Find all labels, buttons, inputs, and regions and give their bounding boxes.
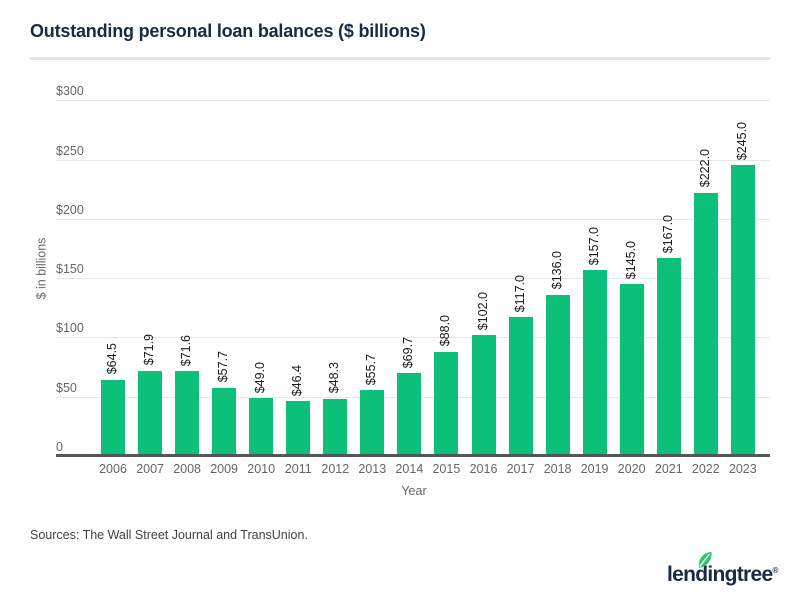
bar: [730, 165, 755, 456]
y-tick-label: 0: [56, 440, 63, 454]
bar-value-label: $245.0: [734, 122, 749, 161]
bar: [656, 257, 681, 456]
bar: [545, 294, 570, 456]
bar: [693, 192, 718, 456]
bar: [397, 373, 422, 456]
x-tick-label: 2020: [617, 462, 646, 476]
x-tick-label: 2006: [99, 462, 127, 476]
bar-value-label: $88.0: [438, 315, 453, 347]
bar-value-label: $46.4: [290, 364, 305, 396]
bar-value-label: $145.0: [623, 240, 638, 279]
bar-value-label: $69.7: [401, 337, 416, 369]
y-tick-label: $100: [56, 321, 84, 336]
y-tick-label: $150: [56, 262, 84, 277]
bar: [101, 379, 125, 456]
bar: [508, 317, 533, 456]
y-tick-label: $200: [56, 202, 84, 217]
x-tick-label: 2014: [395, 462, 424, 476]
x-tick-label: 2010: [247, 462, 276, 476]
x-tick-label: 2021: [654, 462, 683, 476]
bar-value-label: $222.0: [697, 149, 712, 188]
x-tick-label: 2007: [136, 462, 164, 476]
grid-line: [56, 337, 770, 339]
registered-mark: ®: [772, 566, 779, 575]
bar-value-label: $157.0: [586, 226, 601, 265]
bar: [175, 371, 200, 456]
x-tick-label: 2008: [173, 462, 201, 476]
logo-wordmark: lendingtree: [667, 563, 773, 586]
x-tick-label: 2023: [728, 462, 757, 476]
bar-value-label: $55.7: [364, 353, 379, 385]
bar: [582, 269, 607, 456]
bar: [249, 397, 274, 456]
x-tick-label: 2012: [321, 462, 350, 476]
bar-value-label: $136.0: [549, 251, 564, 290]
x-tick-label: 2016: [469, 462, 498, 476]
x-tick-label: 2022: [691, 462, 720, 476]
bar-value-label: $117.0: [512, 274, 527, 313]
sources-note: Sources: The Wall Street Journal and Tra…: [30, 528, 308, 542]
bar: [212, 387, 237, 456]
y-axis-title: $ in billions: [34, 237, 49, 300]
title-separator: [30, 57, 770, 60]
y-tick-label: $50: [56, 380, 77, 395]
bar-value-label: $57.7: [216, 351, 231, 383]
bar: [434, 351, 459, 456]
bar: [323, 398, 348, 456]
bar: [360, 389, 385, 456]
grid-line: [56, 100, 770, 102]
leaf-icon: [698, 551, 712, 568]
bar: [286, 401, 311, 456]
chart-title: Outstanding personal loan balances ($ bi…: [30, 21, 426, 41]
bar: [471, 335, 496, 456]
bar-value-label: $71.9: [142, 334, 157, 366]
x-tick-label: 2013: [358, 462, 387, 476]
bar-value-label: $48.3: [327, 362, 342, 394]
y-tick-label: $300: [56, 84, 84, 99]
bar-value-label: $167.0: [660, 214, 675, 253]
bar: [138, 370, 163, 456]
bar: [619, 284, 644, 456]
bar-value-label: $71.6: [179, 334, 194, 367]
x-tick-label: 2015: [432, 462, 461, 476]
lendingtree-logo: lendingtree®: [667, 551, 778, 591]
y-tick-label: $250: [56, 143, 84, 158]
logo-text: lendingtree®: [667, 563, 778, 587]
x-tick-label: 2009: [210, 462, 238, 476]
x-tick-label: 2011: [284, 462, 312, 476]
grid-line: [56, 278, 770, 280]
bar-value-label: $49.0: [253, 361, 268, 393]
x-tick-label: 2017: [506, 462, 535, 476]
x-axis-title: Year: [401, 484, 427, 498]
x-axis-line: [56, 454, 770, 457]
grid-line: [56, 218, 770, 220]
bar-value-label: $102.0: [475, 291, 490, 330]
bar-value-label: $64.5: [105, 343, 119, 375]
grid-line: [56, 159, 770, 161]
x-tick-label: 2019: [580, 462, 609, 476]
x-tick-label: 2018: [543, 462, 572, 476]
